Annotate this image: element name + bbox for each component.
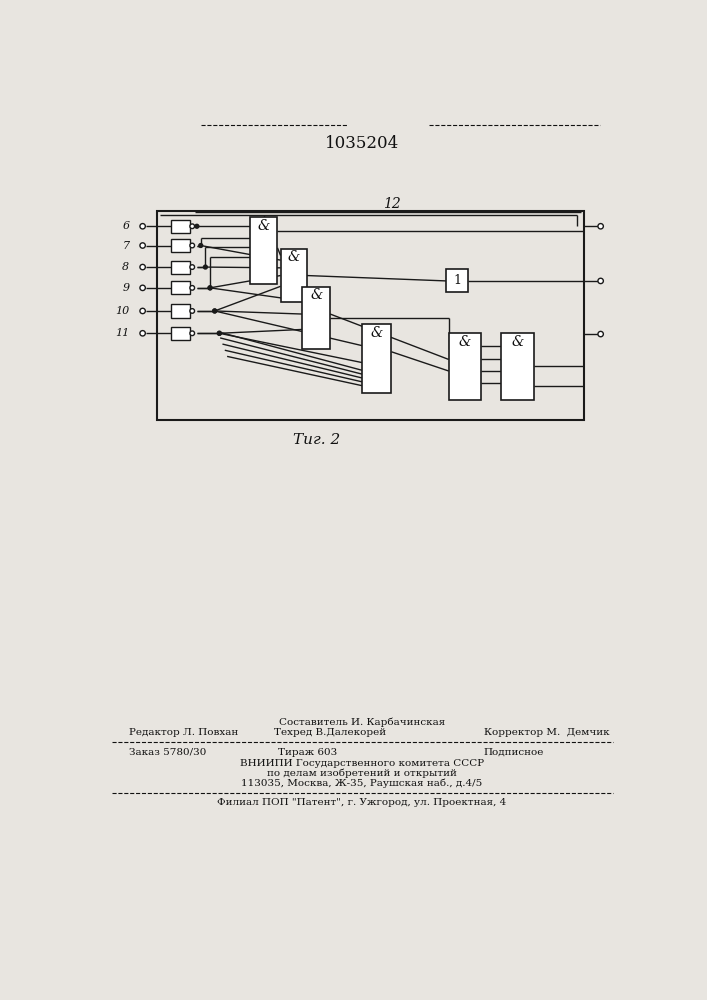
Circle shape bbox=[598, 278, 603, 284]
Bar bbox=[171, 281, 190, 294]
Bar bbox=[171, 304, 190, 318]
Circle shape bbox=[190, 243, 194, 248]
Circle shape bbox=[204, 265, 207, 269]
Bar bbox=[156, 211, 585, 420]
Circle shape bbox=[140, 224, 146, 229]
Circle shape bbox=[190, 331, 194, 336]
Bar bbox=[250, 217, 277, 284]
Text: &: & bbox=[257, 219, 269, 233]
Text: Подписное: Подписное bbox=[484, 748, 544, 757]
Text: &: & bbox=[512, 335, 524, 349]
Text: Редактор Л. Повхан: Редактор Л. Повхан bbox=[129, 728, 238, 737]
Text: 11: 11 bbox=[115, 328, 129, 338]
Circle shape bbox=[140, 331, 146, 336]
Circle shape bbox=[218, 331, 221, 335]
Text: Техред В.Далекорей: Техред В.Далекорей bbox=[274, 728, 387, 737]
Text: 12: 12 bbox=[383, 197, 401, 211]
Bar bbox=[449, 333, 481, 400]
Text: &: & bbox=[288, 250, 300, 264]
Text: &: & bbox=[459, 335, 471, 349]
Circle shape bbox=[190, 265, 194, 269]
Text: ВНИИПИ Государственного комитета СССР: ВНИИПИ Государственного комитета СССР bbox=[240, 759, 484, 768]
Circle shape bbox=[140, 264, 146, 270]
Text: 10: 10 bbox=[115, 306, 129, 316]
Text: Тираж 603: Тираж 603 bbox=[279, 748, 337, 757]
Bar bbox=[171, 239, 190, 252]
Text: 6: 6 bbox=[122, 221, 129, 231]
Bar bbox=[501, 333, 534, 400]
Circle shape bbox=[598, 331, 603, 337]
Circle shape bbox=[195, 224, 199, 228]
Circle shape bbox=[213, 309, 216, 313]
Circle shape bbox=[190, 309, 194, 313]
Circle shape bbox=[190, 286, 194, 290]
Circle shape bbox=[218, 331, 221, 335]
Text: Заказ 5780/30: Заказ 5780/30 bbox=[129, 748, 206, 757]
Bar bbox=[362, 324, 392, 393]
Circle shape bbox=[208, 286, 212, 290]
Text: по делам изобретений и открытий: по делам изобретений и открытий bbox=[267, 769, 457, 778]
Text: Филиал ПОП "Патент", г. Ужгород, ул. Проектная, 4: Филиал ПОП "Патент", г. Ужгород, ул. Про… bbox=[217, 798, 507, 807]
Text: 8: 8 bbox=[122, 262, 129, 272]
Text: 7: 7 bbox=[122, 241, 129, 251]
Text: Составитель И. Карбачинская: Составитель И. Карбачинская bbox=[279, 717, 445, 727]
Text: &: & bbox=[370, 326, 383, 340]
Circle shape bbox=[190, 224, 194, 229]
Text: 113035, Москва, Ж-35, Раушская наб., д.4/5: 113035, Москва, Ж-35, Раушская наб., д.4… bbox=[241, 779, 483, 788]
Circle shape bbox=[140, 243, 146, 248]
Text: Корректор М.  Демчик: Корректор М. Демчик bbox=[484, 728, 609, 737]
Text: &: & bbox=[310, 288, 322, 302]
Bar bbox=[446, 269, 468, 292]
Circle shape bbox=[208, 286, 212, 290]
Text: 1: 1 bbox=[453, 274, 461, 287]
Circle shape bbox=[140, 308, 146, 314]
Circle shape bbox=[598, 224, 603, 229]
Bar bbox=[171, 327, 190, 340]
Bar bbox=[171, 220, 190, 233]
Text: 9: 9 bbox=[122, 283, 129, 293]
Circle shape bbox=[140, 285, 146, 291]
Circle shape bbox=[213, 309, 216, 313]
Text: 1035204: 1035204 bbox=[325, 135, 399, 152]
Circle shape bbox=[199, 244, 203, 247]
Bar bbox=[303, 287, 330, 349]
Text: Τиг. 2: Τиг. 2 bbox=[293, 433, 341, 447]
Bar bbox=[281, 249, 307, 302]
Bar bbox=[171, 261, 190, 274]
